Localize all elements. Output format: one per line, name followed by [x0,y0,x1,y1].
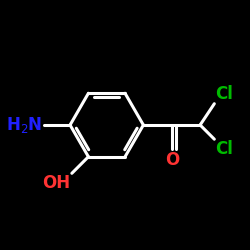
Text: Cl: Cl [216,140,234,158]
Text: Cl: Cl [216,84,234,102]
Text: H$_2$N: H$_2$N [6,115,43,135]
Text: OH: OH [42,174,71,192]
Text: O: O [165,151,179,169]
